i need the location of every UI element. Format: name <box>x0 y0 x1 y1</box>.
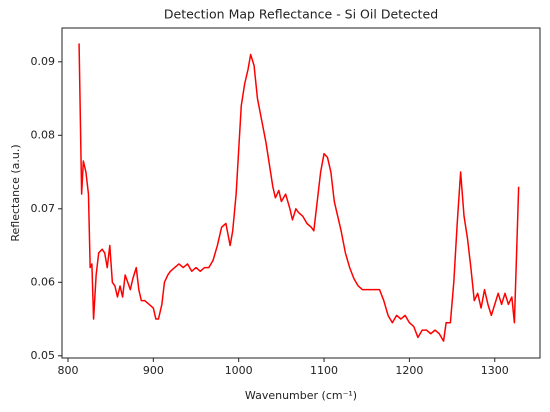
x-tick-label: 1000 <box>225 364 253 377</box>
y-tick-label: 0.08 <box>31 128 56 141</box>
plot-frame <box>61 27 541 359</box>
y-tick-label: 0.07 <box>31 202 56 215</box>
y-tick-label: 0.06 <box>31 275 56 288</box>
x-tick-label: 1100 <box>310 364 338 377</box>
x-tick-label: 900 <box>143 364 164 377</box>
data-line <box>78 43 520 342</box>
y-tick-label: 0.05 <box>31 349 56 362</box>
x-tick-label: 800 <box>57 364 78 377</box>
y-tick-label: 0.09 <box>31 55 56 68</box>
x-tick-label: 1200 <box>395 364 423 377</box>
x-tick-label: 1300 <box>481 364 509 377</box>
chart-title: Detection Map Reflectance - Si Oil Detec… <box>164 7 438 22</box>
x-axis-label: Wavenumber (cm⁻¹) <box>245 389 357 402</box>
y-axis-label: Reflectance (a.u.) <box>9 144 22 241</box>
